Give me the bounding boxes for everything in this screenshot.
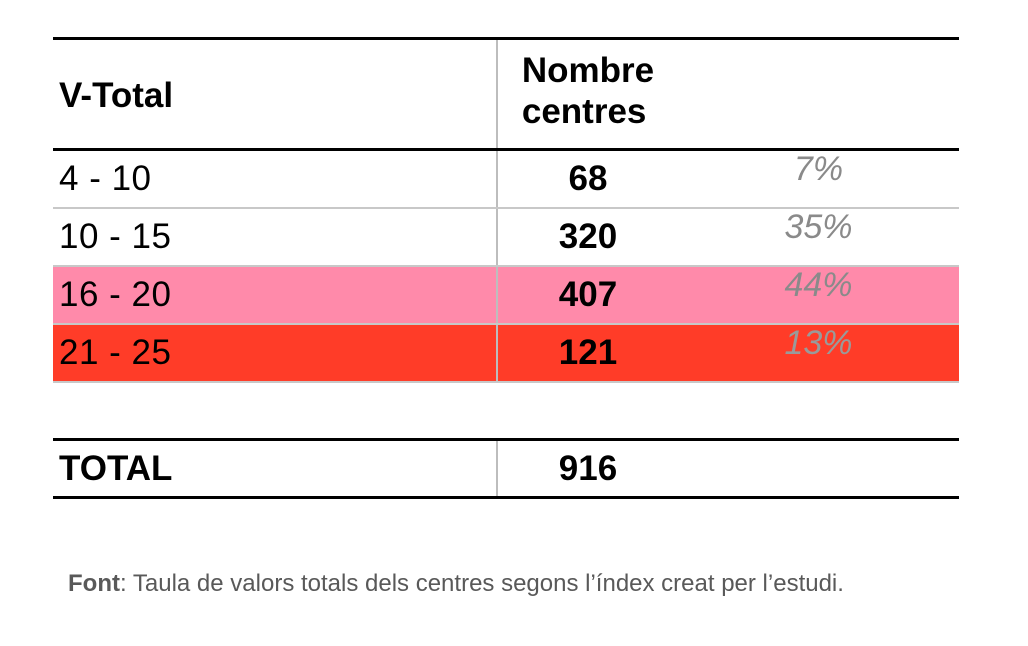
pct-value: 44%	[784, 265, 853, 304]
pct-value: 35%	[784, 207, 853, 246]
table-caption: Font: Taula de valors totals dels centre…	[68, 570, 844, 598]
caption-label: Font	[68, 570, 120, 597]
caption-text: : Taula de valors totals dels centres se…	[119, 570, 844, 597]
header-vtotal-label: V-Total	[59, 76, 174, 115]
range-value: 4 - 10	[59, 159, 152, 198]
values-table: V-Total Nombre centres 4 - 10 68 7% 10 -…	[53, 37, 959, 499]
total-label: TOTAL	[59, 448, 173, 488]
count-cell: 68	[498, 151, 678, 207]
total-empty-cell	[678, 441, 959, 496]
range-value: 21 - 25	[59, 333, 172, 372]
header-cell-count: Nombre centres	[498, 40, 678, 148]
table-top-rule	[53, 37, 959, 40]
total-row: TOTAL 916	[53, 438, 959, 499]
pct-cell: 44%	[678, 265, 959, 323]
pct-cell: 35%	[678, 207, 959, 265]
range-cell: 4 - 10	[53, 151, 498, 207]
range-cell: 16 - 20	[53, 267, 498, 323]
range-value: 16 - 20	[59, 275, 172, 314]
header-count-line1: Nombre	[521, 51, 655, 90]
range-cell: 21 - 25	[53, 325, 498, 381]
count-cell: 121	[498, 325, 678, 381]
total-value: 916	[558, 448, 618, 488]
count-value: 407	[558, 275, 618, 314]
pct-value: 7%	[793, 149, 844, 188]
header-cell-vtotal: V-Total	[53, 40, 498, 148]
count-value: 121	[558, 333, 618, 372]
table-header-row: V-Total Nombre centres	[53, 40, 959, 151]
count-cell: 407	[498, 267, 678, 323]
pct-value: 13%	[784, 323, 853, 362]
header-cell-pct	[678, 40, 959, 148]
total-value-cell: 916	[498, 441, 678, 496]
table-gap	[53, 383, 959, 438]
pct-cell: 7%	[678, 149, 959, 207]
count-value: 68	[568, 159, 608, 198]
pct-cell: 13%	[678, 323, 959, 381]
table-row-highlight-red: 21 - 25 121 13%	[53, 323, 959, 383]
table-row: 10 - 15 320 35%	[53, 207, 959, 267]
total-label-cell: TOTAL	[53, 441, 498, 496]
count-cell: 320	[498, 209, 678, 265]
header-count-label: Nombre centres	[522, 50, 654, 132]
table-row-highlight-pink: 16 - 20 407 44%	[53, 265, 959, 325]
range-cell: 10 - 15	[53, 209, 498, 265]
count-value: 320	[558, 217, 618, 256]
table-row: 4 - 10 68 7%	[53, 149, 959, 209]
header-count-line2: centres	[521, 92, 647, 131]
range-value: 10 - 15	[59, 217, 172, 256]
